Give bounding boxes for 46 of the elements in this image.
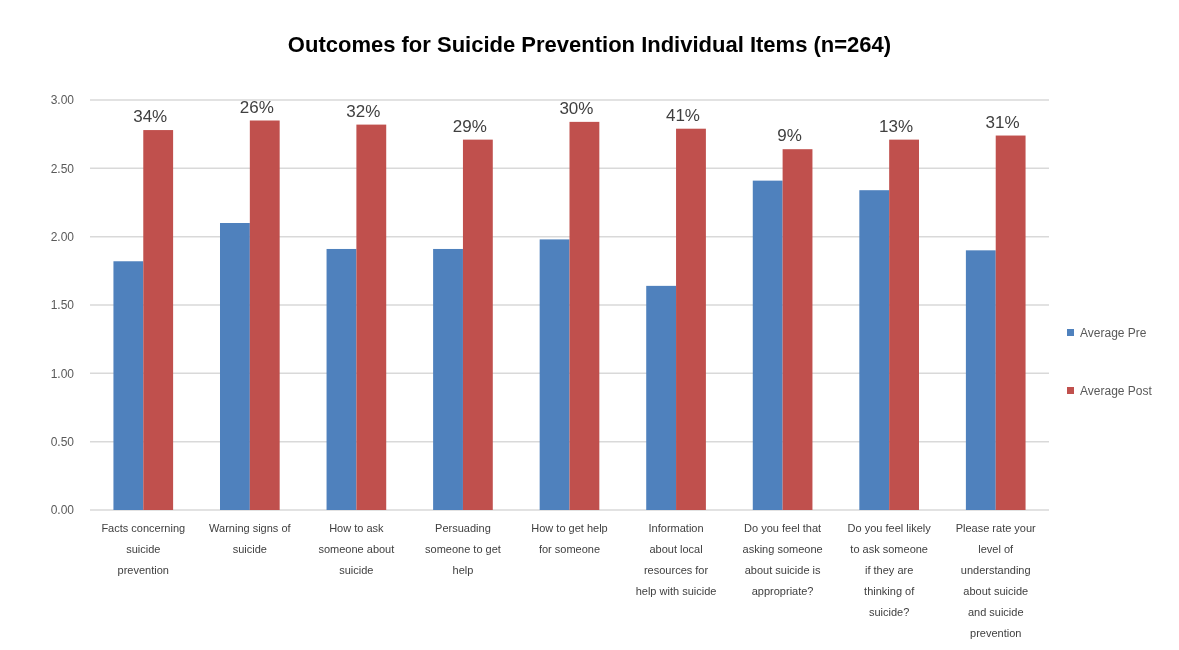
bar (752, 180, 783, 510)
bar (113, 261, 144, 510)
bar (569, 121, 600, 510)
y-tick-label: 2.00 (50, 229, 75, 244)
y-tick-label: 1.50 (50, 298, 75, 313)
y-tick-label: 0.00 (50, 503, 75, 518)
bar (356, 124, 387, 510)
chart-title: Outcomes for Suicide Prevention Individual Items (n=264) (287, 32, 892, 57)
y-tick-label: 0.50 (50, 434, 75, 449)
y-tick-label: 3.00 (50, 93, 75, 108)
bar (676, 128, 706, 510)
bar (782, 149, 813, 510)
annotation: 13% (879, 116, 914, 136)
bar (539, 239, 570, 510)
x-tick-label: How to ask someone about suicide (318, 522, 395, 576)
annotation: 29% (452, 116, 487, 136)
annotation: 41% (665, 105, 700, 125)
annotation: 34% (133, 107, 168, 127)
x-tick-label: Persuading someone to get help (425, 522, 501, 576)
x-tick-label: Please rate your level of understanding about suicide and suicide prevention (955, 522, 1037, 639)
x-tick-label: Do you feel likely to ask someone if they are thinking of suicide? (847, 522, 932, 618)
annotation: 31% (985, 112, 1020, 132)
bar (326, 248, 357, 510)
bar (220, 223, 250, 510)
annotation: 9% (777, 126, 802, 146)
annotation: 26% (239, 97, 274, 117)
bar (433, 248, 463, 510)
annotation: 30% (559, 98, 594, 118)
x-tick-label: Facts concerning suicide prevention (101, 522, 186, 576)
bar (859, 190, 890, 510)
legend-label: Average Post (1080, 384, 1153, 399)
bar (995, 135, 1026, 510)
bar (646, 285, 677, 510)
y-tick-label: 1.00 (50, 366, 75, 381)
y-tick-label: 2.50 (50, 161, 75, 176)
x-tick-label: Do you feel that asking someone about suicide is appropriate? (742, 522, 823, 597)
x-tick-label: Warning signs of suicide (209, 522, 292, 555)
x-tick-label: How to get help for someone (531, 522, 608, 555)
legend-label: Average Pre (1080, 326, 1147, 341)
x-tick-label: Information about local resources for help with suicide (635, 522, 717, 597)
bar (143, 130, 174, 510)
bar (889, 139, 919, 510)
annotation: 32% (346, 101, 381, 121)
bar (249, 120, 280, 510)
bar (965, 250, 996, 510)
bar (462, 139, 493, 510)
